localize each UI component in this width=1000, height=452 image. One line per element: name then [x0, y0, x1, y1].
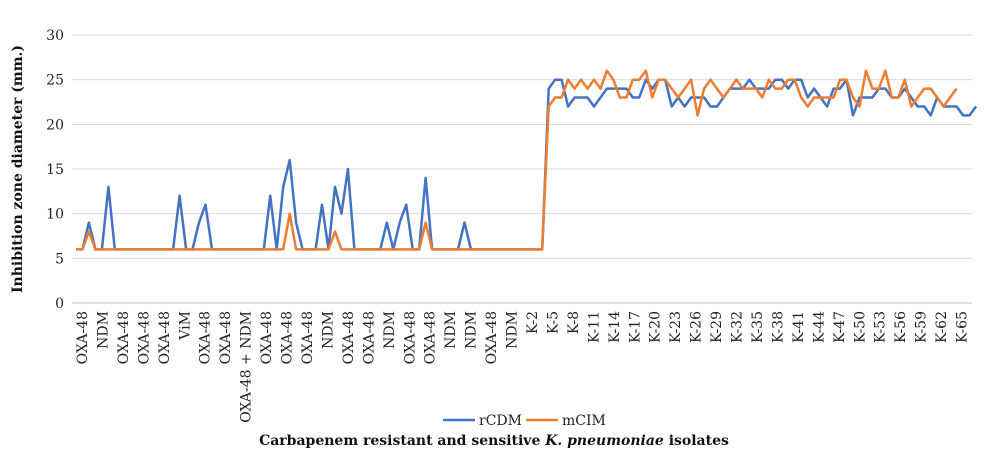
x-tick-label: K-29: [709, 311, 725, 343]
x-tick-label: K-23: [668, 311, 684, 343]
legend: rCDM mCIM: [443, 413, 606, 429]
x-tick-label: K-2: [525, 311, 541, 334]
x-tick-label: K-32: [730, 311, 746, 343]
x-axis-title: Carbapenem resistant and sensitive K. pn…: [259, 433, 729, 449]
x-tick-label: K-26: [689, 311, 705, 343]
x-tick-label: K-11: [586, 311, 602, 343]
y-tick-label: 30: [46, 28, 64, 44]
y-axis-ticks: 0 5 10 15 20 25 30: [46, 28, 64, 312]
x-tick-label: NDM: [505, 311, 521, 349]
x-tick-label: OXA-48: [259, 311, 275, 364]
x-tick-label: K-59: [914, 311, 930, 343]
x-tick-label: OXA-48: [300, 311, 316, 364]
x-tick-label: K-14: [607, 311, 623, 343]
x-tick-label: K-17: [627, 311, 643, 343]
x-tick-label: K-47: [832, 311, 848, 343]
x-tick-label: K-35: [750, 311, 766, 343]
x-tick-label: ViM: [177, 311, 193, 341]
x-tick-label: OXA-48: [198, 311, 214, 364]
gridlines: [72, 34, 972, 259]
y-axis-title: Inhibition zone diameter (mm.): [10, 45, 26, 293]
x-tick-label: K-53: [873, 311, 889, 343]
x-tick-label: OXA-48: [341, 311, 357, 364]
x-tick-label: OXA-48: [361, 311, 377, 364]
y-tick-label: 5: [55, 251, 64, 267]
x-tick-label: OXA-48: [75, 311, 91, 364]
legend-label-mcim: mCIM: [562, 413, 606, 429]
x-tick-label: OXA-48: [116, 311, 132, 364]
x-tick-label: NDM: [320, 311, 336, 349]
series-lines: [76, 69, 978, 251]
y-tick-label: 0: [55, 296, 64, 312]
x-tick-label: NDM: [382, 311, 398, 349]
x-tick-label: K-44: [811, 311, 827, 343]
x-tick-label: OXA-48: [218, 311, 234, 364]
x-tick-label: OXA-48: [280, 311, 296, 364]
x-tick-label: K-38: [770, 311, 786, 343]
x-tick-label: K-41: [791, 311, 807, 343]
x-tick-label: K-56: [893, 311, 909, 343]
x-tick-label: OXA-48: [402, 311, 418, 364]
x-tick-label: K-65: [955, 311, 971, 343]
y-tick-label: 10: [46, 207, 64, 223]
x-tick-label: K-50: [852, 311, 868, 343]
x-tick-label: OXA-48: [157, 311, 173, 364]
x-tick-label: NDM: [464, 311, 480, 349]
x-tick-label: NDM: [95, 311, 111, 349]
y-tick-label: 25: [46, 73, 64, 89]
y-tick-label: 15: [46, 162, 64, 178]
x-tick-label: K-8: [566, 311, 582, 334]
x-tick-label: K-62: [934, 311, 950, 343]
series-line-mcim: [76, 69, 958, 251]
x-tick-label: OXA-48: [423, 311, 439, 364]
x-tick-label: OXA-48: [136, 311, 152, 364]
x-tick-label: K-5: [545, 311, 561, 334]
y-tick-label: 20: [46, 117, 64, 133]
x-tick-label: NDM: [443, 311, 459, 349]
legend-label-rcdm: rCDM: [479, 413, 522, 429]
series-line-rcdm: [76, 78, 978, 251]
x-tick-label: OXA-48: [484, 311, 500, 364]
x-tick-label: K-20: [648, 311, 664, 343]
x-tick-label: OXA-48 + NDM: [239, 311, 255, 423]
x-axis-ticks: OXA-48 NDM OXA-48 OXA-48 OXA-48 ViM OXA-48 OXA-…: [75, 311, 971, 423]
